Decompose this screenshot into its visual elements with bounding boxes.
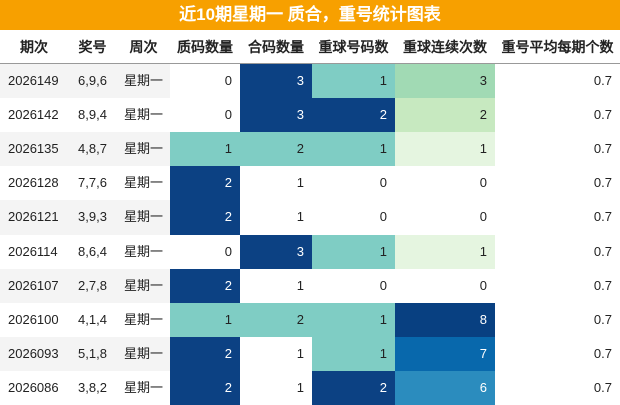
table-cell: 0 xyxy=(312,200,395,236)
table-cell: 0.7 xyxy=(495,234,620,270)
table-cell: 2 xyxy=(170,370,240,405)
table-cell: 星期一 xyxy=(117,370,170,405)
table-cell: 8,9,4 xyxy=(68,98,117,134)
header-cell: 周次 xyxy=(117,30,170,64)
table-cell: 0.7 xyxy=(495,166,620,202)
header-cell: 质码数量 xyxy=(170,30,240,64)
table-cell: 0.7 xyxy=(495,370,620,405)
table-cell: 2026142 xyxy=(0,98,68,134)
table-cell: 3 xyxy=(395,64,495,99)
table-cell: 7,7,6 xyxy=(68,166,117,202)
table-cell: 0 xyxy=(170,98,240,134)
table-cell: 2 xyxy=(170,166,240,202)
table-cell: 6,9,6 xyxy=(68,64,117,99)
table-cell: 1 xyxy=(312,336,395,372)
table-cell: 2026149 xyxy=(0,64,68,99)
table-cell: 0 xyxy=(395,268,495,304)
table-cell: 2026114 xyxy=(0,234,68,270)
table-cell: 2 xyxy=(170,200,240,236)
table-cell: 星期一 xyxy=(117,336,170,372)
header-cell: 合码数量 xyxy=(240,30,312,64)
table-cell: 0 xyxy=(170,64,240,99)
header-cell: 重球连续次数 xyxy=(395,30,495,64)
table-cell: 星期一 xyxy=(117,64,170,99)
table-cell: 0 xyxy=(395,166,495,202)
table-cell: 0.7 xyxy=(495,302,620,338)
table-cell: 0 xyxy=(395,200,495,236)
table-cell: 2 xyxy=(170,268,240,304)
table-cell: 2 xyxy=(312,98,395,134)
table-cell: 2026093 xyxy=(0,336,68,372)
table-cell: 星期一 xyxy=(117,98,170,134)
table-cell: 2 xyxy=(170,336,240,372)
table-cell: 0 xyxy=(170,234,240,270)
table-cell: 2026107 xyxy=(0,268,68,304)
table-cell: 0.7 xyxy=(495,64,620,99)
table-cell: 3 xyxy=(240,234,312,270)
table-cell: 0 xyxy=(312,268,395,304)
table-cell: 8,6,4 xyxy=(68,234,117,270)
table-cell: 1 xyxy=(170,302,240,338)
table-cell: 0.7 xyxy=(495,268,620,304)
table-cell: 星期一 xyxy=(117,166,170,202)
table-cell: 0.7 xyxy=(495,132,620,168)
table-cell: 2026100 xyxy=(0,302,68,338)
table-cell: 3 xyxy=(240,98,312,134)
table-cell: 1 xyxy=(395,234,495,270)
table-cell: 5,1,8 xyxy=(68,336,117,372)
table-cell: 1 xyxy=(395,132,495,168)
table-cell: 2,7,8 xyxy=(68,268,117,304)
table-cell: 2 xyxy=(395,98,495,134)
table-cell: 1 xyxy=(312,64,395,99)
table-cell: 0.7 xyxy=(495,98,620,134)
table-cell: 0.7 xyxy=(495,200,620,236)
header-cell: 重球号码数 xyxy=(312,30,395,64)
table-cell: 2 xyxy=(240,302,312,338)
table-cell: 星期一 xyxy=(117,268,170,304)
table-cell: 0 xyxy=(312,166,395,202)
table-cell: 2 xyxy=(240,132,312,168)
table-cell: 1 xyxy=(240,268,312,304)
table-cell: 星期一 xyxy=(117,200,170,236)
table-cell: 星期一 xyxy=(117,132,170,168)
table-cell: 2026121 xyxy=(0,200,68,236)
table-cell: 1 xyxy=(240,370,312,405)
table-cell: 0.7 xyxy=(495,336,620,372)
table-cell: 8 xyxy=(395,302,495,338)
table-cell: 1 xyxy=(312,234,395,270)
table-cell: 星期一 xyxy=(117,302,170,338)
table-cell: 1 xyxy=(240,200,312,236)
table-cell: 1 xyxy=(312,132,395,168)
table-cell: 2 xyxy=(312,370,395,405)
table-cell: 星期一 xyxy=(117,234,170,270)
table-cell: 4,8,7 xyxy=(68,132,117,168)
table-cell: 1 xyxy=(312,302,395,338)
table-cell: 4,1,4 xyxy=(68,302,117,338)
table-cell: 3,9,3 xyxy=(68,200,117,236)
table-cell: 1 xyxy=(170,132,240,168)
header-cell: 奖号 xyxy=(68,30,117,64)
header-cell: 期次 xyxy=(0,30,68,64)
table-cell: 3,8,2 xyxy=(68,370,117,405)
table-cell: 6 xyxy=(395,370,495,405)
table-cell: 3 xyxy=(240,64,312,99)
table-cell: 2026135 xyxy=(0,132,68,168)
table-cell: 7 xyxy=(395,336,495,372)
header-cell: 重号平均每期个数 xyxy=(495,30,620,64)
title: 近10期星期一 质合，重号统计图表 xyxy=(0,0,620,30)
table-cell: 2026128 xyxy=(0,166,68,202)
table-cell: 1 xyxy=(240,336,312,372)
table-cell: 1 xyxy=(240,166,312,202)
table-cell: 2026086 xyxy=(0,370,68,405)
